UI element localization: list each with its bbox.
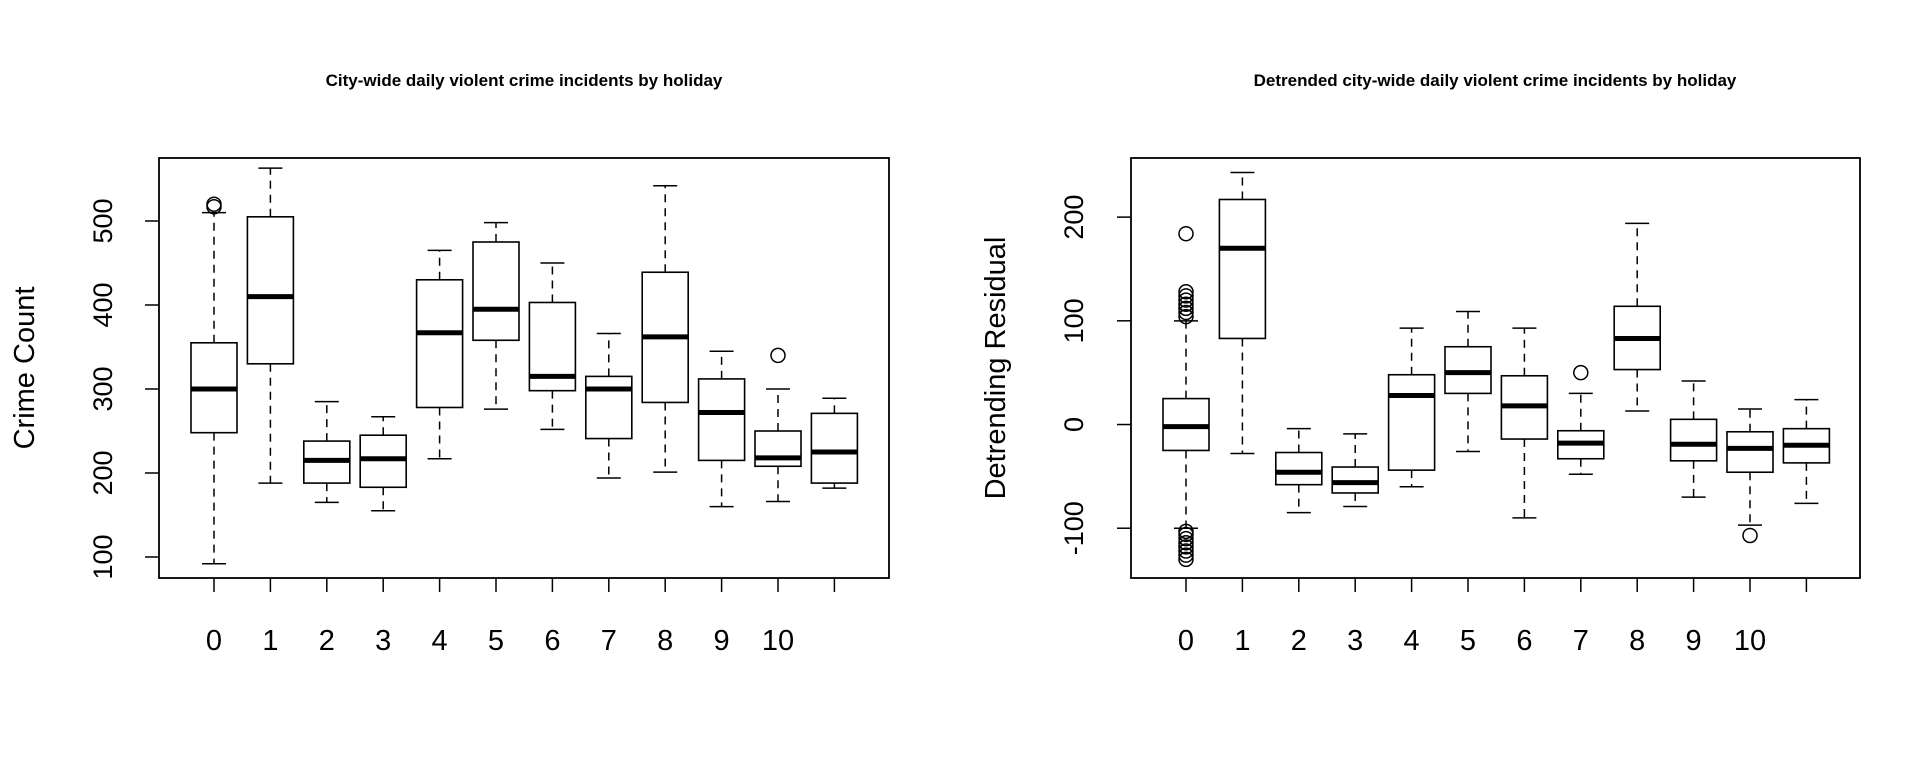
outlier-point [1573, 364, 1589, 381]
x-tick-label: 8 [657, 625, 673, 657]
y-axis-label-left: Crime Count [9, 287, 41, 450]
box-iqr [1726, 430, 1774, 474]
outlier-point [1178, 284, 1194, 300]
x-tick-label: 9 [714, 625, 730, 657]
x-tick-label: 6 [1516, 625, 1532, 657]
x-tick-label: 2 [319, 625, 335, 657]
x-tick-label: 1 [262, 625, 278, 657]
outlier-point [1178, 308, 1194, 325]
chart-title-right: Detrended city-wide daily violent crime … [1254, 71, 1737, 90]
outlier-point [1178, 547, 1194, 563]
y-tick-label: 300 [88, 366, 118, 411]
x-tick-label: 2 [1291, 625, 1307, 657]
outlier-point [1742, 527, 1758, 544]
outlier-point [1178, 530, 1194, 547]
y-tick-label: 100 [88, 534, 118, 579]
box-iqr [1387, 373, 1436, 471]
x-tick-label: 6 [544, 625, 560, 657]
box-iqr [415, 278, 464, 409]
x-tick-label: 10 [1734, 625, 1766, 657]
x-tick-label: 9 [1686, 625, 1702, 657]
plot-frame-left [158, 157, 890, 579]
outlier-point [1178, 300, 1194, 317]
x-tick-label: 5 [1460, 625, 1476, 657]
box-iqr [810, 412, 859, 484]
outlier-point [770, 347, 786, 364]
y-tick-label: 100 [1059, 298, 1089, 343]
outlier-point [1178, 288, 1194, 304]
outlier-point [1178, 296, 1194, 312]
x-tick-label: 3 [1347, 625, 1363, 657]
box-iqr [1444, 345, 1492, 395]
outlier-point [1178, 526, 1194, 543]
box-iqr [246, 216, 295, 365]
outlier-point [1178, 543, 1194, 559]
outlier-point [1178, 534, 1194, 551]
plot-frame-right [1130, 157, 1861, 579]
x-tick-label: 0 [1178, 625, 1194, 657]
x-tick-label: 4 [432, 625, 448, 657]
y-tick-label: 200 [88, 450, 118, 495]
y-tick-label: 500 [88, 198, 118, 243]
outlier-point [1178, 225, 1194, 242]
chart-title-left: City-wide daily violent crime incidents … [326, 71, 723, 90]
plot-area-right: -100 0 100 200 0 1 2 3 4 5 6 7 8 9 10 [1059, 171, 1831, 657]
box-iqr [1331, 466, 1379, 494]
box-iqr [472, 241, 520, 342]
x-tick-label: 3 [375, 625, 391, 657]
y-tick-label: -100 [1059, 501, 1089, 555]
outlier-point [1178, 551, 1194, 568]
outlier-point [1178, 304, 1194, 321]
x-tick-label: 8 [1629, 625, 1645, 657]
x-tick-label: 0 [206, 625, 222, 657]
box-iqr [697, 378, 746, 462]
y-tick-label: 0 [1059, 417, 1089, 432]
x-tick-label: 10 [762, 625, 794, 657]
box-iqr [1275, 451, 1323, 486]
box-iqr [1669, 418, 1718, 462]
y-axis-label-right: Detrending Residual [980, 237, 1012, 500]
plot-area-left: 100 200 300 400 500 0 1 2 3 4 5 6 7 8 9 10 [88, 167, 859, 657]
x-tick-label: 7 [601, 625, 617, 657]
box-iqr [754, 430, 802, 468]
outlier-point [1178, 539, 1194, 555]
box-iqr [359, 434, 408, 489]
y-tick-label: 400 [88, 282, 118, 327]
outlier-point [1178, 292, 1194, 308]
x-tick-label: 4 [1404, 625, 1420, 657]
x-tick-label: 1 [1234, 625, 1250, 657]
box-iqr [1218, 198, 1267, 340]
x-tick-label: 7 [1573, 625, 1589, 657]
x-tick-label: 5 [488, 625, 504, 657]
outlier-point [206, 196, 222, 212]
y-tick-label: 200 [1059, 195, 1089, 240]
box-iqr [584, 375, 633, 440]
